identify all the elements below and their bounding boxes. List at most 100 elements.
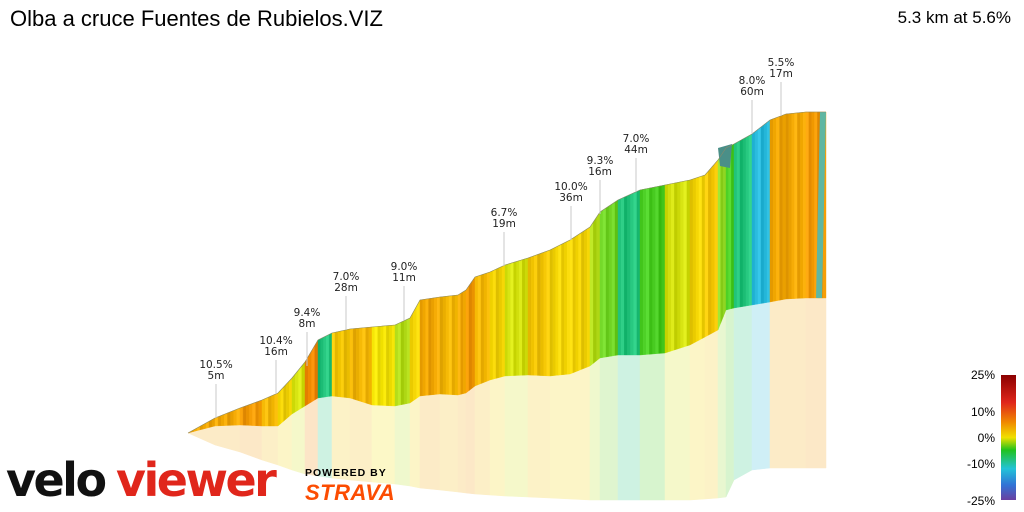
profile-segment [463, 289, 467, 394]
profile-segment [725, 146, 729, 311]
profile-segment [434, 297, 438, 395]
profile-segment [620, 196, 625, 356]
profile-segment [566, 239, 571, 375]
profile-segment [766, 119, 771, 303]
profile-segment [365, 327, 370, 405]
profile-segment [522, 258, 526, 376]
profile-base-segment [717, 309, 727, 499]
profile-segment [800, 112, 804, 299]
profile-segment [289, 377, 293, 417]
profile-segment [320, 336, 324, 398]
annotation-gradient: 9.3% [587, 155, 614, 167]
profile-segment [448, 295, 453, 395]
profile-segment [658, 185, 663, 354]
annotation-gradient: 5.5% [768, 57, 795, 69]
profile-segment [608, 203, 613, 357]
profile-segment [776, 116, 780, 302]
profile-segment [733, 141, 738, 309]
profile-segment [513, 261, 517, 376]
profile-segment [428, 298, 432, 396]
profile-segment [492, 268, 497, 380]
legend-tick-label: 10% [971, 405, 995, 419]
profile-segment [397, 321, 402, 406]
profile-base-segment [785, 297, 807, 469]
profile-segment [754, 128, 759, 305]
profile-segment [586, 226, 591, 368]
profile-segment [624, 195, 628, 356]
profile-segment [343, 329, 348, 398]
profile-segment [760, 124, 765, 304]
profile-segment [728, 145, 732, 310]
profile-segment [495, 267, 500, 379]
profile-segment [301, 361, 306, 409]
profile-segment [258, 399, 263, 427]
annotation-length: 60m [740, 86, 764, 98]
profile-base-segment [504, 374, 529, 498]
profile-segment [422, 298, 426, 396]
profile-segment [340, 330, 345, 398]
profile-segment [602, 207, 607, 358]
profile-segment [564, 241, 568, 375]
profile-segment [575, 234, 579, 373]
profile-segment [782, 113, 787, 300]
annotation-length: 16m [264, 346, 288, 358]
gradient-annotations: 10.5%5m10.4%16m9.4%8m7.0%28m9.0%11m6.7%1… [199, 57, 794, 418]
profile-segment [246, 404, 250, 426]
annotation-length: 36m [559, 192, 583, 204]
profile-segment [593, 216, 597, 364]
profile-segment [255, 400, 260, 427]
profile-segment [386, 325, 390, 406]
profile-segment [731, 143, 735, 309]
profile-segment [757, 126, 762, 305]
profile-segment [642, 188, 647, 355]
profile-segment [230, 410, 234, 426]
profile-segment [249, 403, 253, 426]
profile-segment [356, 327, 360, 402]
profile-segment [217, 415, 222, 427]
profile-segment [558, 243, 562, 376]
profile-segment [627, 193, 631, 356]
profile-segment [581, 230, 585, 370]
profile-segment [805, 111, 810, 299]
profile-segment [346, 328, 351, 399]
profile-segment [380, 325, 384, 406]
gradient-legend-bar [1001, 375, 1016, 500]
profile-segment [451, 295, 456, 396]
profile-segment [578, 232, 582, 371]
profile-segment [667, 183, 672, 353]
profile-segment [745, 135, 750, 307]
profile-base-segment [733, 304, 753, 481]
profile-base-segment [725, 307, 735, 498]
profile-segment [227, 411, 231, 426]
profile-segment [486, 271, 491, 382]
profile-segment [498, 266, 503, 378]
profile-base-segment [805, 297, 827, 469]
profile-segment [742, 136, 747, 307]
profile-segment [708, 166, 712, 336]
annotation-gradient: 10.4% [259, 335, 292, 347]
svg-text:velo: velo [6, 453, 105, 507]
profile-segment [639, 189, 644, 356]
profile-segment [337, 330, 342, 398]
profile-segment [530, 255, 535, 376]
profile-base-segment [549, 373, 571, 500]
profile-segment [454, 294, 459, 396]
profile-segment [527, 256, 532, 376]
profile-segment [714, 159, 719, 333]
profile-segment [349, 328, 354, 400]
profile-segment [808, 111, 812, 299]
profile-segment [460, 291, 464, 395]
profile-segment [359, 327, 363, 403]
profile-segment [540, 252, 544, 376]
profile-segment [442, 296, 447, 395]
profile-segment [649, 187, 653, 355]
profile-segment [383, 325, 387, 406]
profile-segment [711, 163, 715, 334]
profile-segment [664, 184, 669, 354]
profile-segment [671, 182, 675, 352]
profile-segment [655, 186, 659, 354]
profile-segment [599, 209, 604, 359]
profile-segment [797, 112, 801, 299]
annotation-gradient: 7.0% [333, 271, 360, 283]
profile-segment [534, 254, 538, 376]
